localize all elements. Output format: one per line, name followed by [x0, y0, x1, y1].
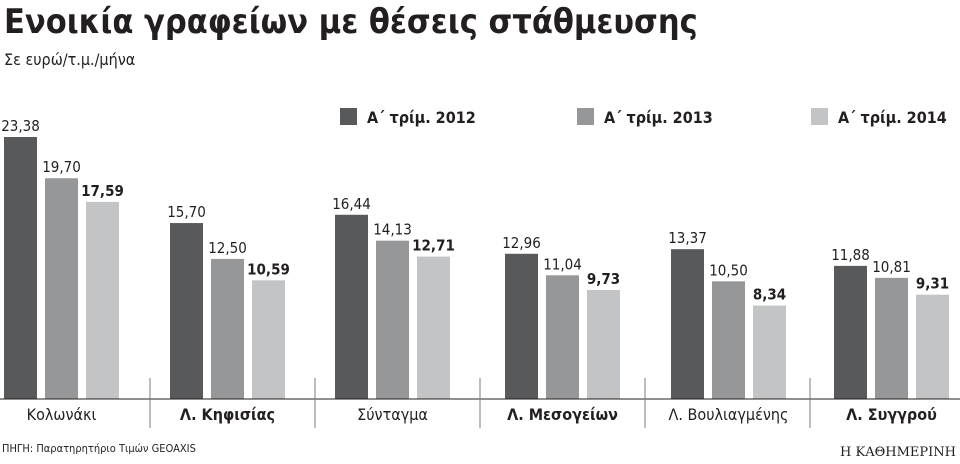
legend-swatch-1: [340, 108, 357, 125]
bar-6-series-3: [916, 294, 949, 399]
bars: 23,38 15,70 16,44 12,96 13,37 11,88 19,70 12,50…: [1, 117, 949, 399]
bar-3-series-1: [335, 214, 368, 399]
data-label-6-series-1: 11,88: [831, 246, 870, 264]
bar-1-series-1: [4, 137, 37, 399]
data-label-6-series-3: 9,31: [916, 275, 949, 293]
bar-3-series-2: [376, 240, 409, 399]
source-note: ΠΗΓΗ: Παρατηρητήριο Τιμών GEOAXIS: [2, 442, 196, 455]
category-label: Λ. Συγγρού: [846, 405, 937, 424]
data-label-6-series-2: 10,81: [872, 258, 911, 276]
data-label-3-series-1: 16,44: [332, 195, 371, 213]
bar-6-series-2: [875, 277, 908, 399]
legend-label-1: Α΄ τρίμ. 2012: [367, 108, 476, 127]
bar-5-series-1: [671, 249, 704, 399]
data-label-2-series-2: 12,50: [208, 239, 247, 257]
chart-subtitle: Σε ευρώ/τ.μ./μήνα: [4, 50, 135, 69]
data-label-5-series-2: 10,50: [709, 261, 748, 279]
chart-title: Ενοικία γραφείων με θέσεις στάθμευσης: [4, 2, 698, 42]
data-label-1-series-1: 23,38: [1, 117, 40, 135]
bar-5-series-2: [712, 281, 745, 399]
category-label: Λ. Κηφισίας: [180, 405, 275, 424]
bar-5-series-3: [753, 305, 786, 399]
bar-2-series-3: [252, 280, 285, 399]
legend-swatch-3: [811, 108, 828, 125]
bar-1-series-2: [45, 178, 78, 399]
category-label: Λ. Μεσογείων: [507, 405, 618, 424]
bar-4-series-3: [587, 289, 620, 399]
category-label: Σύνταγμα: [357, 405, 428, 424]
bar-2-series-2: [211, 258, 244, 399]
data-label-4-series-3: 9,73: [587, 270, 620, 288]
bar-1-series-3: [86, 201, 119, 399]
data-label-4-series-1: 12,96: [502, 234, 541, 252]
brand-logo: Η ΚΑΘΗΜΕΡΙΝΗ: [840, 445, 956, 460]
data-label-3-series-2: 14,13: [373, 221, 412, 239]
x-axis-labels: Κολωνάκι Λ. Κηφισίας Σύνταγμα Λ. Μεσογείων Λ…: [27, 378, 937, 428]
data-label-2-series-1: 15,70: [167, 203, 206, 221]
bar-4-series-1: [505, 253, 538, 399]
legend: Α΄ τρίμ. 2012 Α΄ τρίμ. 2013 Α΄ τρίμ. 2014: [340, 108, 947, 127]
bar-3-series-3: [417, 256, 450, 399]
category-label: Λ. Βουλιαγμένης: [669, 405, 789, 424]
data-label-1-series-2: 19,70: [42, 158, 81, 176]
data-label-2-series-3: 10,59: [247, 260, 290, 278]
data-label-1-series-3: 17,59: [81, 182, 124, 200]
category-label: Κολωνάκι: [27, 405, 97, 424]
legend-label-2: Α΄ τρίμ. 2013: [604, 108, 713, 127]
legend-swatch-2: [577, 108, 594, 125]
bar-6-series-1: [834, 265, 867, 399]
legend-label-3: Α΄ τρίμ. 2014: [838, 108, 947, 127]
data-label-5-series-1: 13,37: [668, 229, 707, 247]
data-label-5-series-3: 8,34: [753, 286, 786, 304]
data-label-4-series-2: 11,04: [543, 255, 582, 273]
bar-4-series-2: [546, 275, 579, 399]
data-label-3-series-3: 12,71: [412, 237, 455, 255]
bar-2-series-1: [170, 223, 203, 399]
